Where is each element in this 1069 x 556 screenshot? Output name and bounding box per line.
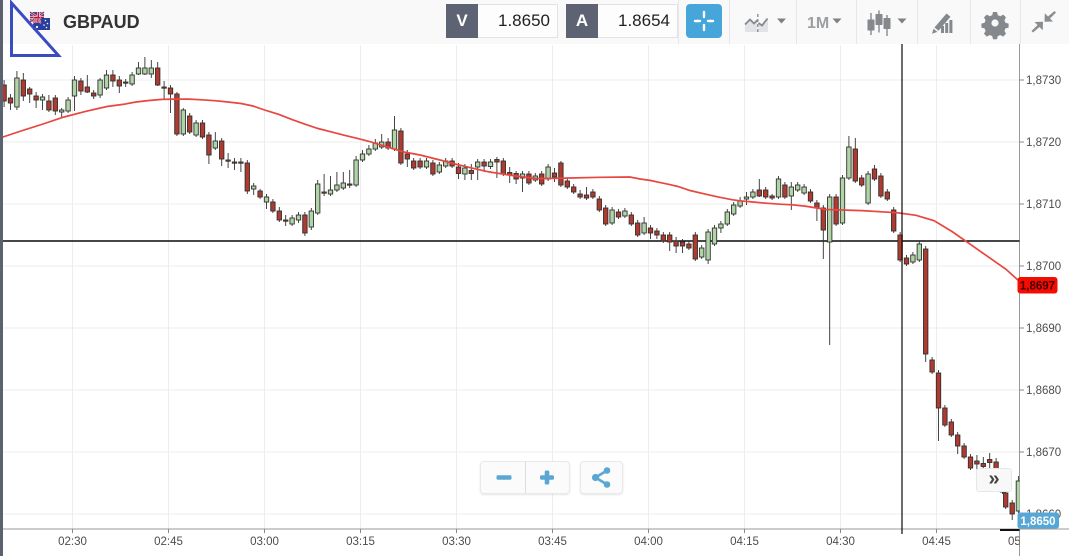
svg-text:1,8720: 1,8720 [1026, 137, 1061, 149]
svg-text:04:45: 04:45 [922, 536, 951, 548]
svg-text:1,8710: 1,8710 [1026, 199, 1061, 211]
svg-text:03:00: 03:00 [250, 536, 279, 548]
svg-text:04:15: 04:15 [730, 536, 759, 548]
svg-text:04:00: 04:00 [634, 536, 663, 548]
svg-text:02:45: 02:45 [154, 536, 183, 548]
svg-text:02:30: 02:30 [58, 536, 87, 548]
svg-text:1,8690: 1,8690 [1026, 323, 1061, 335]
svg-text:03:15: 03:15 [346, 536, 375, 548]
svg-text:1,8730: 1,8730 [1026, 75, 1061, 87]
svg-text:1,8697: 1,8697 [1020, 281, 1055, 293]
svg-text:1,8700: 1,8700 [1026, 261, 1061, 273]
svg-text:1,8650: 1,8650 [1020, 516, 1055, 528]
svg-text:05:00: 05:00 [1008, 536, 1037, 548]
svg-text:1,8670: 1,8670 [1026, 447, 1061, 459]
svg-text:1,8680: 1,8680 [1026, 385, 1061, 397]
svg-text:1M: 1M [807, 15, 829, 32]
svg-text:03:45: 03:45 [538, 536, 567, 548]
svg-text:04:30: 04:30 [826, 536, 855, 548]
svg-text:03:30: 03:30 [442, 536, 471, 548]
